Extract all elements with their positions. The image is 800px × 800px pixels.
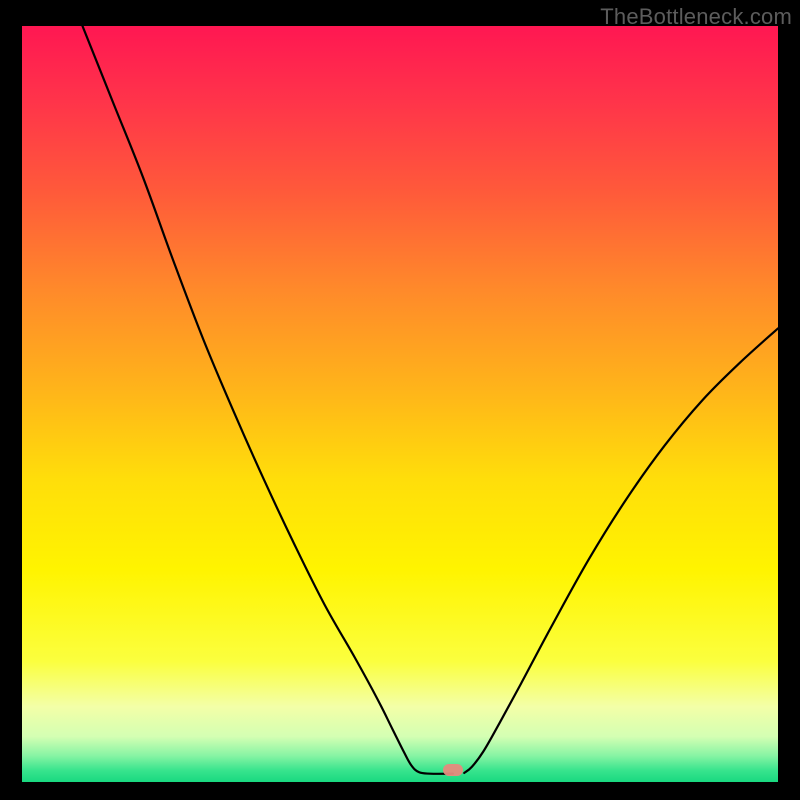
curve-left-branch: [82, 26, 452, 774]
bottleneck-curve: [22, 26, 778, 782]
chart-frame: TheBottleneck.com: [0, 0, 800, 800]
curve-right-branch: [464, 328, 778, 773]
plot-area: [22, 26, 778, 778]
optimal-point-marker: [443, 764, 463, 776]
